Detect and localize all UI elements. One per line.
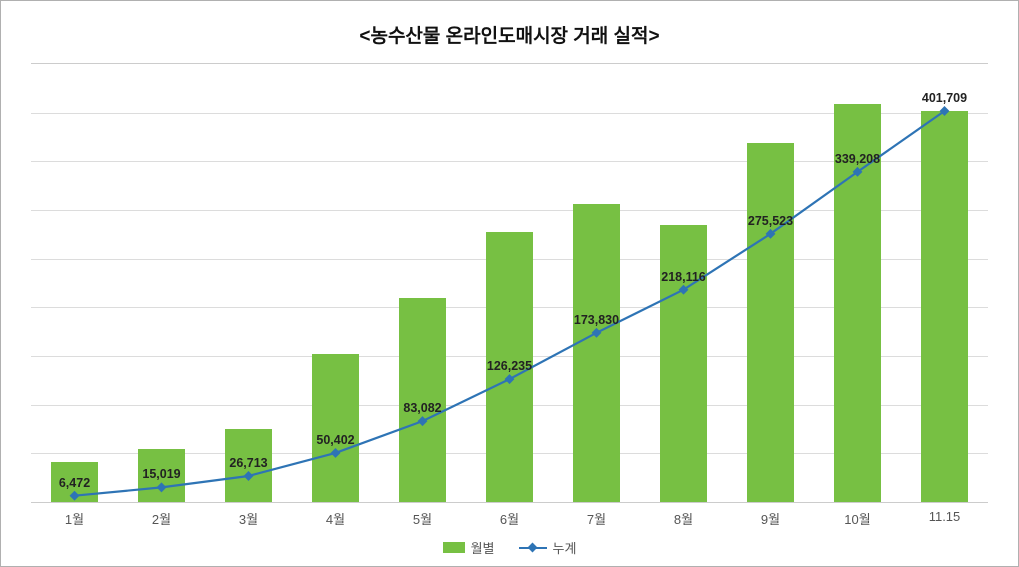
x-tick: 9월 (727, 509, 814, 528)
bar-slot (901, 64, 988, 502)
x-tick: 11.15 (901, 509, 988, 528)
line-data-label: 339,208 (835, 152, 880, 166)
bar-slot (31, 64, 118, 502)
legend-label-line: 누계 (553, 538, 577, 557)
line-data-label: 218,116 (661, 270, 706, 284)
line-data-label: 173,830 (574, 313, 619, 327)
bar-slot (118, 64, 205, 502)
bar (399, 298, 447, 502)
legend-label-bar: 월별 (471, 538, 495, 557)
x-tick: 10월 (814, 509, 901, 528)
bar-slot (814, 64, 901, 502)
legend-item-bar: 월별 (443, 538, 495, 557)
x-tick: 2월 (118, 509, 205, 528)
x-tick: 7월 (553, 509, 640, 528)
bars-layer (31, 64, 988, 502)
legend-swatch-line (519, 547, 547, 549)
line-data-label: 50,402 (316, 433, 354, 447)
x-tick: 4월 (292, 509, 379, 528)
bar-slot (379, 64, 466, 502)
x-axis: 1월2월3월4월5월6월7월8월9월10월11.15 (31, 509, 988, 528)
line-data-label: 275,523 (748, 214, 793, 228)
bar-slot (727, 64, 814, 502)
bar-slot (553, 64, 640, 502)
legend: 월별 누계 (31, 538, 988, 557)
line-data-label: 15,019 (142, 467, 180, 481)
bar (921, 111, 969, 502)
bar (312, 354, 360, 502)
chart-title: <농수산물 온라인도매시장 거래 실적> (31, 21, 988, 48)
bar-slot (466, 64, 553, 502)
line-data-label: 6,472 (59, 476, 90, 490)
line-data-label: 126,235 (487, 359, 532, 373)
chart-container: <농수산물 온라인도매시장 거래 실적> 6,472 15,019 26,713 50… (0, 0, 1019, 567)
line-data-label: 26,713 (229, 456, 267, 470)
legend-swatch-bar (443, 542, 465, 553)
line-data-label: 401,709 (922, 91, 967, 105)
x-tick: 6월 (466, 509, 553, 528)
x-tick: 1월 (31, 509, 118, 528)
x-tick: 5월 (379, 509, 466, 528)
bar (660, 225, 708, 502)
x-tick: 3월 (205, 509, 292, 528)
x-tick: 8월 (640, 509, 727, 528)
bar (573, 204, 621, 502)
bar-slot (205, 64, 292, 502)
plot-area: 6,472 15,019 26,713 50,402 83,082 126,235 173,… (31, 63, 988, 503)
line-data-label: 83,082 (403, 401, 441, 415)
legend-item-line: 누계 (519, 538, 577, 557)
bar (747, 143, 795, 502)
